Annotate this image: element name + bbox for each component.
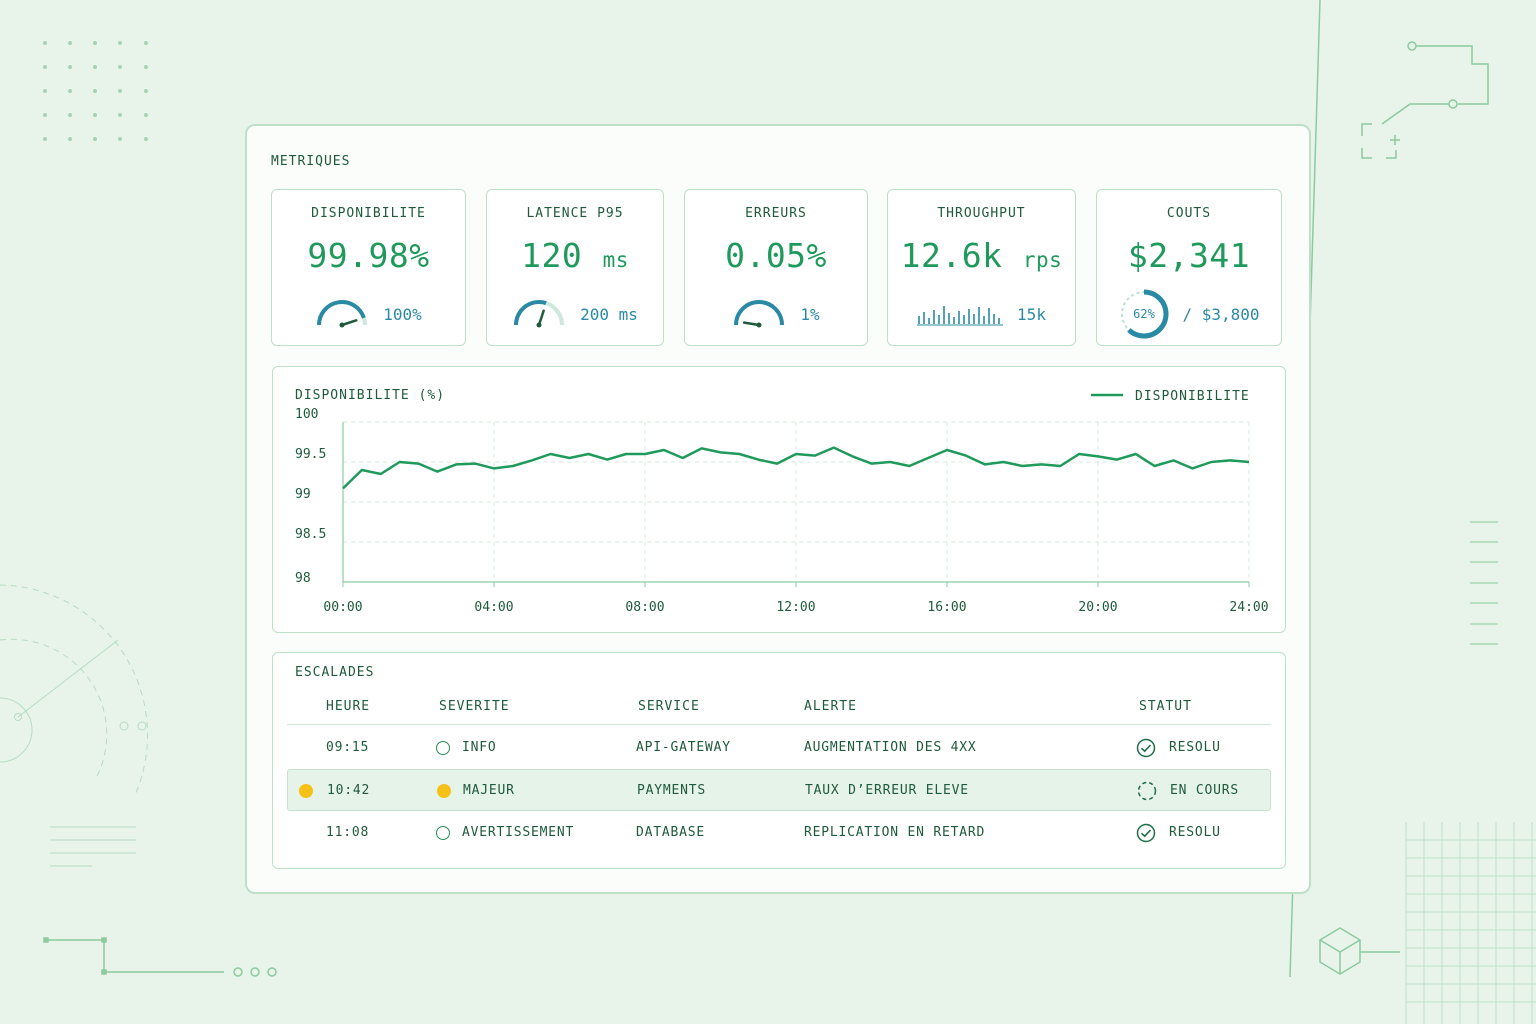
sparkline-bars-icon <box>917 306 1004 326</box>
pending-circle-icon <box>1137 781 1157 801</box>
metric-label: LATENCE P95 <box>526 206 624 221</box>
metric-value: 12.6k rps <box>900 236 1063 275</box>
table-row-highlighted[interactable]: 10:42 MAJEUR PAYMENTS TAUX D’ERREUR ELEV… <box>287 769 1271 811</box>
x-tick-label: 24:00 <box>1229 600 1268 615</box>
column-header-severity[interactable]: SEVERITE <box>439 699 510 714</box>
table-header-divider <box>287 724 1271 725</box>
metric-label: THROUGHPUT <box>937 206 1026 221</box>
metric-card-errors[interactable]: ERREURS 0.05% 1% <box>684 189 868 346</box>
budget-ring-icon: 62% <box>1119 289 1169 339</box>
metric-card-latency[interactable]: LATENCE P95 120 ms 200 ms <box>486 189 664 346</box>
escalations-title: ESCALADES <box>295 665 375 680</box>
column-header-status[interactable]: STATUT <box>1139 699 1192 714</box>
metric-label: COUTS <box>1166 206 1212 221</box>
cell-alert: AUGMENTATION DES 4XX <box>804 740 977 755</box>
check-circle-icon <box>1136 738 1156 758</box>
availability-line-chart: DISPONIBILITE (%) DISPONIBILITE 100 99.5 9… <box>295 388 1269 615</box>
chart-title: DISPONIBILITE (%) <box>295 388 445 403</box>
column-header-service[interactable]: SERVICE <box>638 699 700 714</box>
metrics-dashboard-panel: METRIQUES DISPONIBILITE 99.98% 100% LATE… <box>245 124 1311 894</box>
metric-reference: 1% <box>800 304 820 324</box>
severity-major-icon <box>437 784 451 798</box>
cell-severity: AVERTISSEMENT <box>462 825 575 840</box>
metric-value: 0.05% <box>725 236 827 275</box>
cell-severity: MAJEUR <box>463 783 515 798</box>
gauge-icon <box>734 300 785 328</box>
x-tick-label: 04:00 <box>474 600 513 615</box>
table-row[interactable]: 09:15 INFO API-GATEWAY AUGMENTATION DES … <box>287 727 1271 769</box>
severity-info-icon <box>436 741 450 755</box>
y-tick-label: 99.5 <box>295 447 326 462</box>
table-row[interactable]: 11:08 AVERTISSEMENT DATABASE REPLICATION… <box>287 812 1271 854</box>
cell-alert: REPLICATION EN RETARD <box>804 825 986 840</box>
escalations-table: ESCALADES HEURE SEVERITE SERVICE ALERTE … <box>272 652 1286 869</box>
column-header-time[interactable]: HEURE <box>326 699 371 714</box>
metric-card-throughput[interactable]: THROUGHPUT 12.6k rps 15k <box>887 189 1076 346</box>
y-tick-label: 98.5 <box>295 527 326 542</box>
y-tick-label: 100 <box>295 407 318 422</box>
metric-reference: / $3,800 <box>1182 304 1260 324</box>
series-line-disponibilite <box>342 446 1250 490</box>
legend-label: DISPONIBILITE <box>1135 389 1250 404</box>
metric-value: 120 ms <box>521 236 629 275</box>
gauge-icon <box>514 300 565 328</box>
check-circle-icon <box>1136 823 1156 843</box>
availability-chart-card: DISPONIBILITE (%) DISPONIBILITE 100 99.5 9… <box>272 366 1286 633</box>
cell-status: EN COURS <box>1170 783 1240 798</box>
gauge-icon <box>317 300 368 328</box>
metric-reference: 15k <box>1017 304 1046 324</box>
metric-reference: 100% <box>383 304 422 324</box>
cell-service: DATABASE <box>636 825 706 840</box>
cell-time: 10:42 <box>327 783 371 798</box>
metric-label: DISPONIBILITE <box>311 206 426 221</box>
metric-reference: 200 ms <box>580 304 638 324</box>
cell-service: PAYMENTS <box>637 783 707 798</box>
x-tick-label: 16:00 <box>927 600 966 615</box>
cell-status: RESOLU <box>1169 825 1221 840</box>
x-tick-label: 00:00 <box>323 600 362 615</box>
x-tick-label: 20:00 <box>1078 600 1117 615</box>
active-alert-indicator-icon <box>299 784 313 798</box>
x-tick-label: 12:00 <box>776 600 815 615</box>
metric-label: ERREURS <box>745 206 807 221</box>
x-tick-label: 08:00 <box>625 600 664 615</box>
y-tick-label: 98 <box>295 571 311 586</box>
y-tick-label: 99 <box>295 487 311 502</box>
cell-alert: TAUX D’ERREUR ELEVE <box>805 783 969 798</box>
metric-value: 99.98% <box>307 236 430 275</box>
cell-time: 11:08 <box>326 825 370 840</box>
column-header-alert[interactable]: ALERTE <box>804 699 857 714</box>
budget-ring-label: 62% <box>1134 307 1156 321</box>
section-title: METRIQUES <box>271 154 351 169</box>
metric-card-costs[interactable]: COUTS $2,341 62% / $3,800 <box>1096 189 1282 346</box>
cell-severity: INFO <box>462 740 497 755</box>
metric-card-availability[interactable]: DISPONIBILITE 99.98% 100% <box>271 189 466 346</box>
cell-time: 09:15 <box>326 740 370 755</box>
cell-status: RESOLU <box>1169 740 1221 755</box>
metric-value: $2,341 <box>1127 236 1251 275</box>
cell-service: API-GATEWAY <box>636 740 731 755</box>
severity-warning-icon <box>436 826 450 840</box>
